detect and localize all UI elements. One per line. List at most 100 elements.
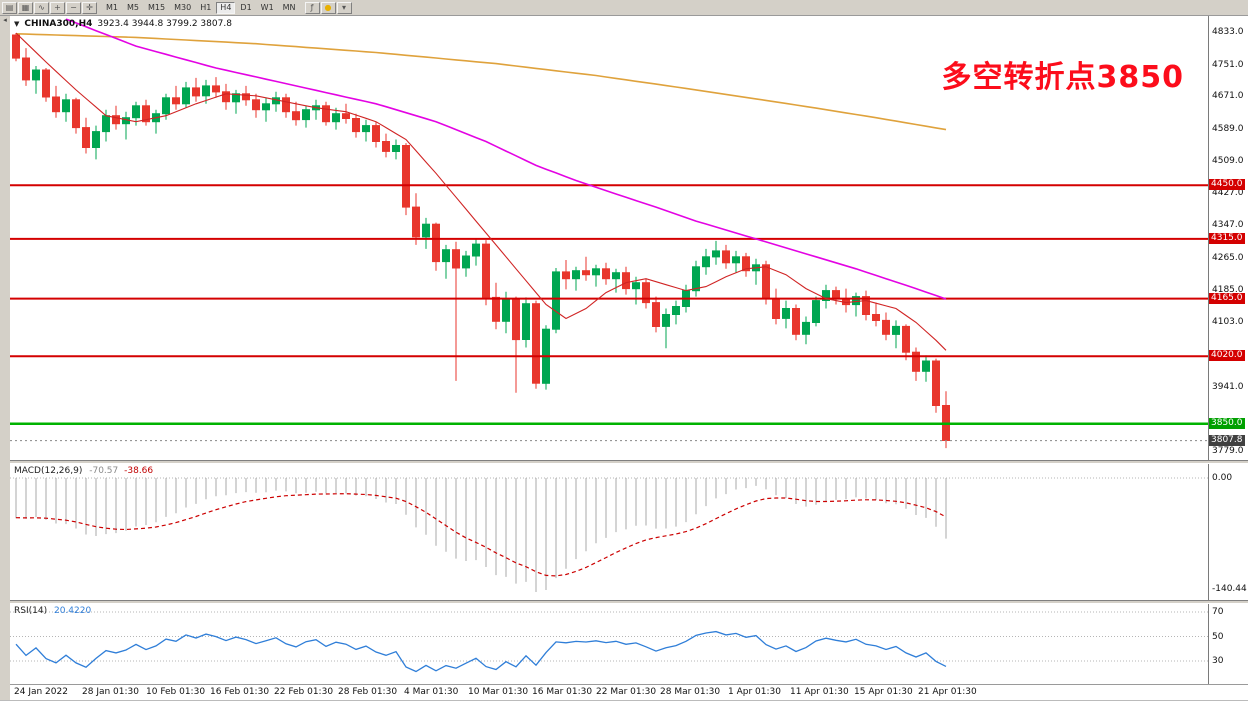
candle-down <box>882 319 890 335</box>
turning-point-annotation: 多空转折点3850 <box>941 60 1184 95</box>
time-axis-label: 28 Feb 01:30 <box>338 687 398 697</box>
price-axis-label: 4509.0 <box>1212 156 1244 166</box>
candle-down <box>742 256 750 272</box>
candle-up <box>612 272 620 280</box>
candle-up <box>672 306 680 315</box>
rsi-axis-label-50: 50 <box>1212 632 1224 642</box>
timeframe-button-m1[interactable]: M1 <box>106 2 118 12</box>
candle-down <box>562 271 570 280</box>
candle-up <box>442 249 450 263</box>
timeframe-button-mn[interactable]: MN <box>282 2 296 12</box>
macd-axis-zero-label: 0.00 <box>1212 473 1233 483</box>
candle-up <box>92 131 100 148</box>
candle-up <box>102 115 110 133</box>
timeframe-button-w1[interactable]: W1 <box>260 2 274 12</box>
macd-indicator-pane[interactable]: MACD(12,26,9) -70.57 -38.66 <box>10 464 1208 600</box>
candle-up <box>262 103 270 111</box>
candle-down <box>482 243 490 298</box>
collapse-panel-icon[interactable]: ◂ <box>3 16 7 24</box>
crosshair-icon[interactable]: ✛ <box>82 1 97 14</box>
symbol-dropdown-icon[interactable]: ▼ <box>14 20 20 28</box>
candle-down <box>352 118 360 133</box>
timeframe-button-h1[interactable]: H1 <box>200 2 212 12</box>
candle-up <box>522 303 530 341</box>
candle-down <box>172 97 180 105</box>
candle-up <box>922 360 930 372</box>
time-axis-label: 4 Mar 01:30 <box>404 687 459 697</box>
pane-splitter-macd[interactable] <box>10 460 1248 464</box>
candle-down <box>762 264 770 300</box>
indicators-icon[interactable]: ƒ <box>304 1 320 14</box>
candle-up <box>632 282 640 290</box>
candle-down <box>242 93 250 101</box>
candle-down <box>292 111 300 121</box>
candle-down <box>82 127 90 148</box>
symbol-period-label: CHINA300,H4 <box>24 19 93 29</box>
candle-up <box>62 99 70 113</box>
time-axis-label: 24 Jan 2022 <box>14 687 68 697</box>
timeframe-button-m5[interactable]: M5 <box>127 2 139 12</box>
time-axis-label: 10 Mar 01:30 <box>468 687 529 697</box>
candle-down <box>722 250 730 264</box>
time-axis[interactable]: 24 Jan 2022 28 Jan 01:30 10 Feb 01:30 16 Fe… <box>10 684 1248 700</box>
candlestick-chart[interactable] <box>10 16 1208 460</box>
candle-down <box>112 115 120 125</box>
candle-up <box>502 299 510 322</box>
rsi-chart[interactable] <box>10 604 1208 684</box>
candle-up <box>392 145 400 152</box>
zoom-out-icon[interactable]: − <box>66 1 81 14</box>
timeframe-button-m15[interactable]: M15 <box>148 2 166 12</box>
macd-axis-min-label: -140.44 <box>1212 584 1247 594</box>
timeframe-button-m30[interactable]: M30 <box>174 2 192 12</box>
ma-fast-red-line <box>15 32 947 351</box>
price-axis[interactable]: 4833.0 4751.0 4671.0 4589.0 4509.0 4427.0 4347… <box>1208 16 1248 684</box>
candle-down <box>492 296 500 322</box>
macd-title: MACD(12,26,9) <box>14 466 83 476</box>
candle-down <box>642 282 650 304</box>
rsi-title: RSI(14) <box>14 606 48 616</box>
candle-up <box>232 93 240 103</box>
candle-down <box>652 302 660 328</box>
price-axis-label: 4833.0 <box>1212 27 1244 37</box>
candle-up <box>592 268 600 276</box>
ohlc-values: 3923.4 3944.8 3799.2 3807.8 <box>97 19 232 29</box>
candle-up <box>32 69 40 81</box>
ma-mid-magenta-line <box>65 18 947 300</box>
candle-up <box>802 321 810 335</box>
candle-down <box>382 141 390 152</box>
candle-up <box>472 243 480 257</box>
price-axis-label: 4103.0 <box>1212 317 1244 327</box>
macd-chart[interactable] <box>10 464 1208 600</box>
pane-splitter-rsi[interactable] <box>10 600 1248 604</box>
candle-up <box>132 105 140 119</box>
line-chart-icon[interactable]: ∿ <box>34 1 49 14</box>
zoom-in-icon[interactable]: + <box>50 1 65 14</box>
candle-up <box>812 300 820 324</box>
price-axis-label: 4589.0 <box>1212 124 1244 134</box>
time-axis-label: 28 Mar 01:30 <box>660 687 721 697</box>
charts-grid-icon[interactable]: ▤ <box>2 1 17 14</box>
rsi-axis-label-70: 70 <box>1212 607 1224 617</box>
candle-down <box>22 57 30 81</box>
price-chart-pane[interactable]: ▼ CHINA300,H4 3923.4 3944.8 3799.2 3807.… <box>10 16 1208 460</box>
candle-down <box>582 270 590 276</box>
candle-up <box>552 271 560 330</box>
rsi-indicator-pane[interactable]: RSI(14) 20.4220 <box>10 604 1208 684</box>
macd-label: MACD(12,26,9) -70.57 -38.66 <box>14 466 153 476</box>
candle-up <box>662 314 670 327</box>
candle-up <box>782 308 790 319</box>
candle-down <box>512 299 520 341</box>
alert-icon[interactable]: ● <box>320 1 336 14</box>
templates-icon[interactable]: ▾ <box>336 1 352 14</box>
candle-down <box>252 99 260 111</box>
candlestick-chart-icon[interactable]: ▦ <box>18 1 33 14</box>
candle-down <box>42 69 50 98</box>
candle-up <box>732 256 740 264</box>
candle-down <box>52 96 60 113</box>
candle-up <box>712 250 720 258</box>
rsi-value: 20.4220 <box>53 606 92 616</box>
timeframe-button-h4[interactable]: H4 <box>216 1 236 14</box>
time-axis-label: 22 Feb 01:30 <box>274 687 334 697</box>
candle-down <box>72 99 80 129</box>
timeframe-button-d1[interactable]: D1 <box>240 2 252 12</box>
